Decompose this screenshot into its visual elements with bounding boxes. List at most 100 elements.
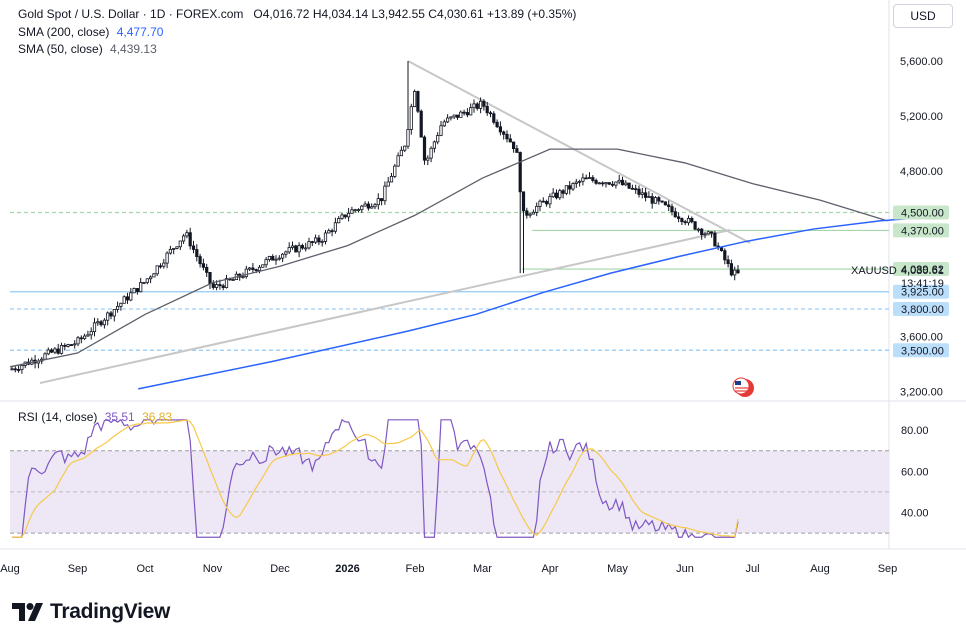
candle-body — [700, 228, 704, 235]
candle-body — [231, 279, 235, 281]
candle-body — [667, 204, 671, 207]
candle-body — [313, 237, 318, 243]
price-level-badge-label: 3,800.00 — [901, 304, 944, 316]
candle-body — [360, 205, 364, 211]
candle-body — [287, 247, 291, 253]
candle-body — [244, 268, 248, 277]
rsi-value: 35.51 — [104, 410, 135, 424]
candle-body — [290, 245, 295, 248]
candle-body — [218, 284, 222, 287]
candle-body — [587, 177, 592, 179]
candle-body — [46, 349, 50, 355]
candle-body — [86, 334, 90, 337]
candle-body — [462, 111, 466, 114]
candle-body — [257, 266, 262, 271]
candle-body — [426, 157, 430, 161]
candle-body — [495, 121, 499, 128]
candle-body — [310, 241, 314, 243]
candle-body — [723, 250, 727, 261]
rsi-tick-label: 40.00 — [901, 508, 929, 520]
sma200-line — [138, 214, 949, 390]
candle-body — [162, 262, 166, 267]
rsi-legend[interactable]: RSI (14, close) 35.51 36.83 — [18, 409, 172, 425]
candle-body — [267, 256, 272, 260]
candle-body — [663, 201, 668, 206]
high-value: H4,034.14 — [312, 7, 369, 21]
candle-body — [680, 218, 684, 223]
candle-body — [56, 348, 60, 354]
sma50-legend[interactable]: SMA (50, close) 4,439.13 — [18, 41, 157, 57]
candle-body — [221, 285, 225, 289]
price-level-badge-label: 3,500.00 — [901, 345, 944, 357]
candle-body — [125, 296, 130, 301]
tradingview-logo[interactable]: TradingView — [12, 600, 170, 624]
candle-body — [172, 247, 176, 250]
time-axis-label: Nov — [203, 563, 223, 575]
candle-body — [205, 266, 209, 273]
candle-body — [584, 177, 588, 180]
candle-body — [624, 182, 628, 186]
price-tick-label: 3,200.00 — [900, 387, 943, 399]
candle-body — [99, 321, 103, 326]
candle-body — [66, 344, 70, 347]
candle-body — [323, 232, 328, 242]
close-value: C4,030.61 — [428, 7, 484, 21]
candle-body — [693, 221, 697, 230]
candle-body — [76, 337, 80, 345]
candle-body — [277, 257, 281, 260]
candle-body — [109, 312, 113, 317]
candle-body — [178, 240, 182, 248]
candle-body — [673, 211, 677, 218]
candle-body — [492, 113, 496, 123]
candle-body — [561, 190, 565, 194]
candle-body — [346, 212, 351, 218]
candle-body — [538, 200, 542, 207]
candle-body — [112, 309, 116, 317]
candle-body — [657, 197, 661, 202]
candle-body — [132, 288, 136, 294]
time-axis-label: Oct — [136, 563, 153, 575]
candle-body — [729, 263, 734, 276]
candle-body — [13, 368, 17, 371]
candle-body — [419, 110, 423, 138]
candle-body — [152, 273, 156, 278]
candle-body — [545, 201, 549, 205]
price-level-badge-label: 3,925.00 — [901, 287, 944, 299]
candle-body — [614, 181, 618, 186]
low-value: L3,942.55 — [371, 7, 425, 21]
candle-body — [333, 222, 338, 232]
price-tick-label: 5,600.00 — [900, 56, 943, 68]
candle-body — [350, 209, 354, 214]
candle-body — [366, 203, 371, 209]
candle-body — [607, 182, 611, 185]
candle-body — [485, 105, 489, 114]
candle-body — [356, 209, 361, 212]
candle-body — [201, 263, 205, 268]
candle-body — [488, 112, 493, 115]
candle-body — [106, 312, 110, 321]
candle-body — [63, 344, 67, 347]
sma200-legend[interactable]: SMA (200, close) 4,477.70 — [18, 24, 163, 40]
candle-body — [515, 148, 519, 153]
candle-body — [158, 265, 163, 268]
candle-body — [353, 209, 357, 212]
candle-body — [640, 192, 644, 195]
rsi-ma-value: 36.83 — [142, 410, 173, 424]
candle-body — [498, 126, 503, 133]
time-axis-label: Apr — [541, 563, 558, 575]
price-level-badge-label: 4,500.00 — [901, 208, 944, 220]
candle-body — [139, 282, 143, 293]
candle-body — [175, 246, 179, 249]
time-axis-label: Sep — [68, 563, 88, 575]
candle-body — [541, 200, 545, 203]
candle-body — [251, 267, 255, 270]
time-axis-label: Aug — [0, 563, 20, 575]
candle-body — [69, 344, 73, 346]
candle-body — [455, 114, 460, 118]
candle-body — [317, 237, 321, 243]
currency-button[interactable]: USD — [893, 4, 953, 28]
candle-body — [465, 112, 470, 116]
candle-body — [370, 206, 374, 209]
time-axis-label: Feb — [406, 563, 425, 575]
